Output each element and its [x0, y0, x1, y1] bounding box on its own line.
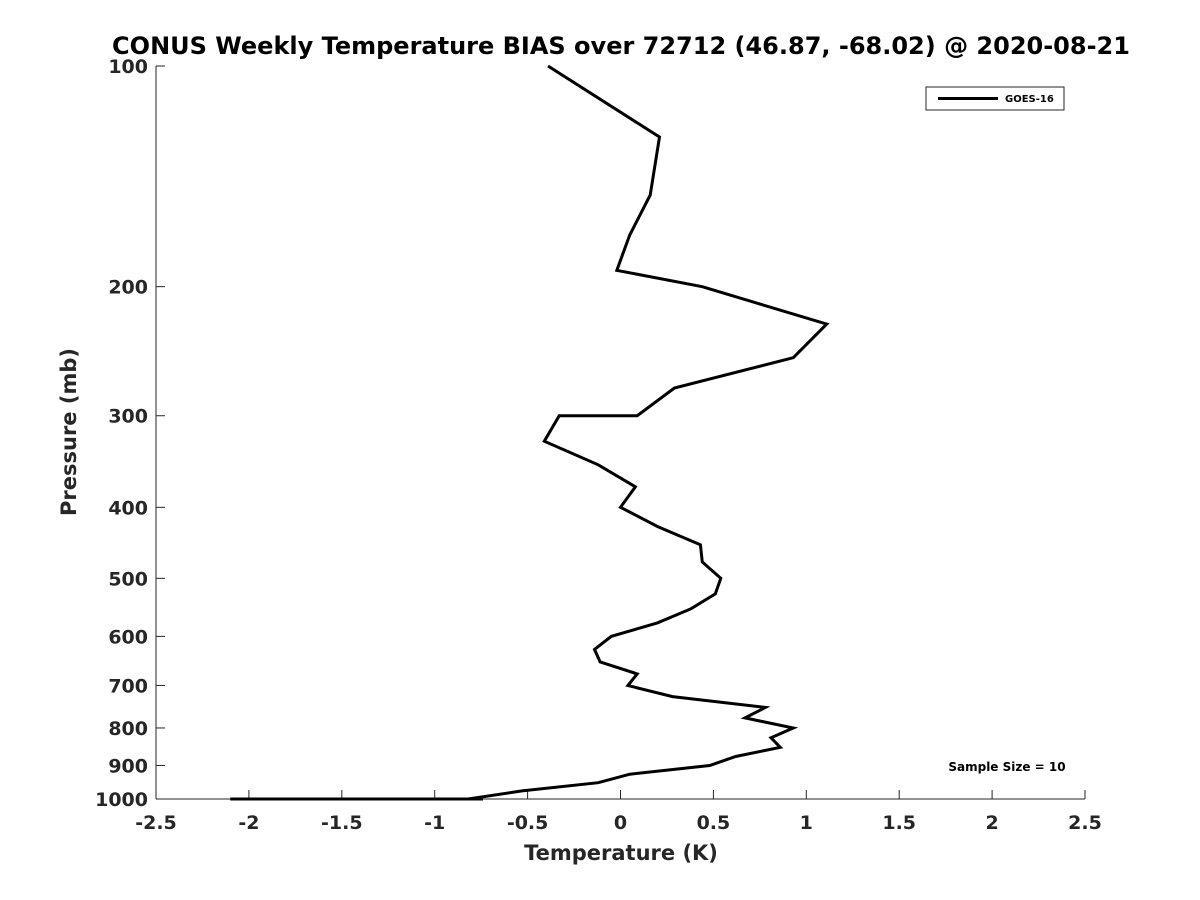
x-ticks: -2.5 -2 -1.5 -1 -0.5 0 0.5 1 1.5 2 2.5 [135, 790, 1102, 834]
x-tick-label: -2 [238, 812, 259, 834]
y-axis-label: Pressure (mb) [57, 348, 81, 516]
legend: GOES-16 [925, 86, 1065, 111]
x-tick-label: 1.5 [882, 812, 916, 834]
y-tick-label: 200 [108, 277, 148, 299]
y-tick-label: 100 [108, 56, 148, 78]
y-tick-label: 600 [108, 626, 148, 648]
y-tick-label: 1000 [95, 789, 148, 811]
y-tick-label: 300 [108, 406, 148, 428]
x-tick-label: -2.5 [135, 812, 177, 834]
y-tick-label: 900 [108, 755, 148, 777]
y-tick-label: 500 [108, 568, 148, 590]
x-tick-label: 2 [985, 812, 998, 834]
x-tick-label: 1 [800, 812, 813, 834]
series-line-goes-16 [230, 64, 830, 801]
x-tick-label: -0.5 [507, 812, 549, 834]
series-group [230, 64, 830, 801]
y-tick-label: 400 [108, 497, 148, 519]
x-tick-label: -1.5 [321, 812, 363, 834]
x-tick-label: -1 [424, 812, 445, 834]
y-tick-label: 700 [108, 675, 148, 697]
chart-title: CONUS Weekly Temperature BIAS over 72712… [112, 32, 1130, 60]
legend-label: GOES-16 [1005, 94, 1054, 105]
sample-size-annotation: Sample Size = 10 [948, 760, 1065, 774]
plot-axes [155, 66, 1085, 800]
x-tick-label: 2.5 [1068, 812, 1102, 834]
y-ticks: 100 200 300 400 500 600 700 800 900 1000 [95, 56, 165, 811]
x-tick-label: 0.5 [697, 812, 731, 834]
y-tick-label: 800 [108, 718, 148, 740]
x-tick-label: 0 [614, 812, 627, 834]
x-axis-label: Temperature (K) [524, 841, 718, 865]
